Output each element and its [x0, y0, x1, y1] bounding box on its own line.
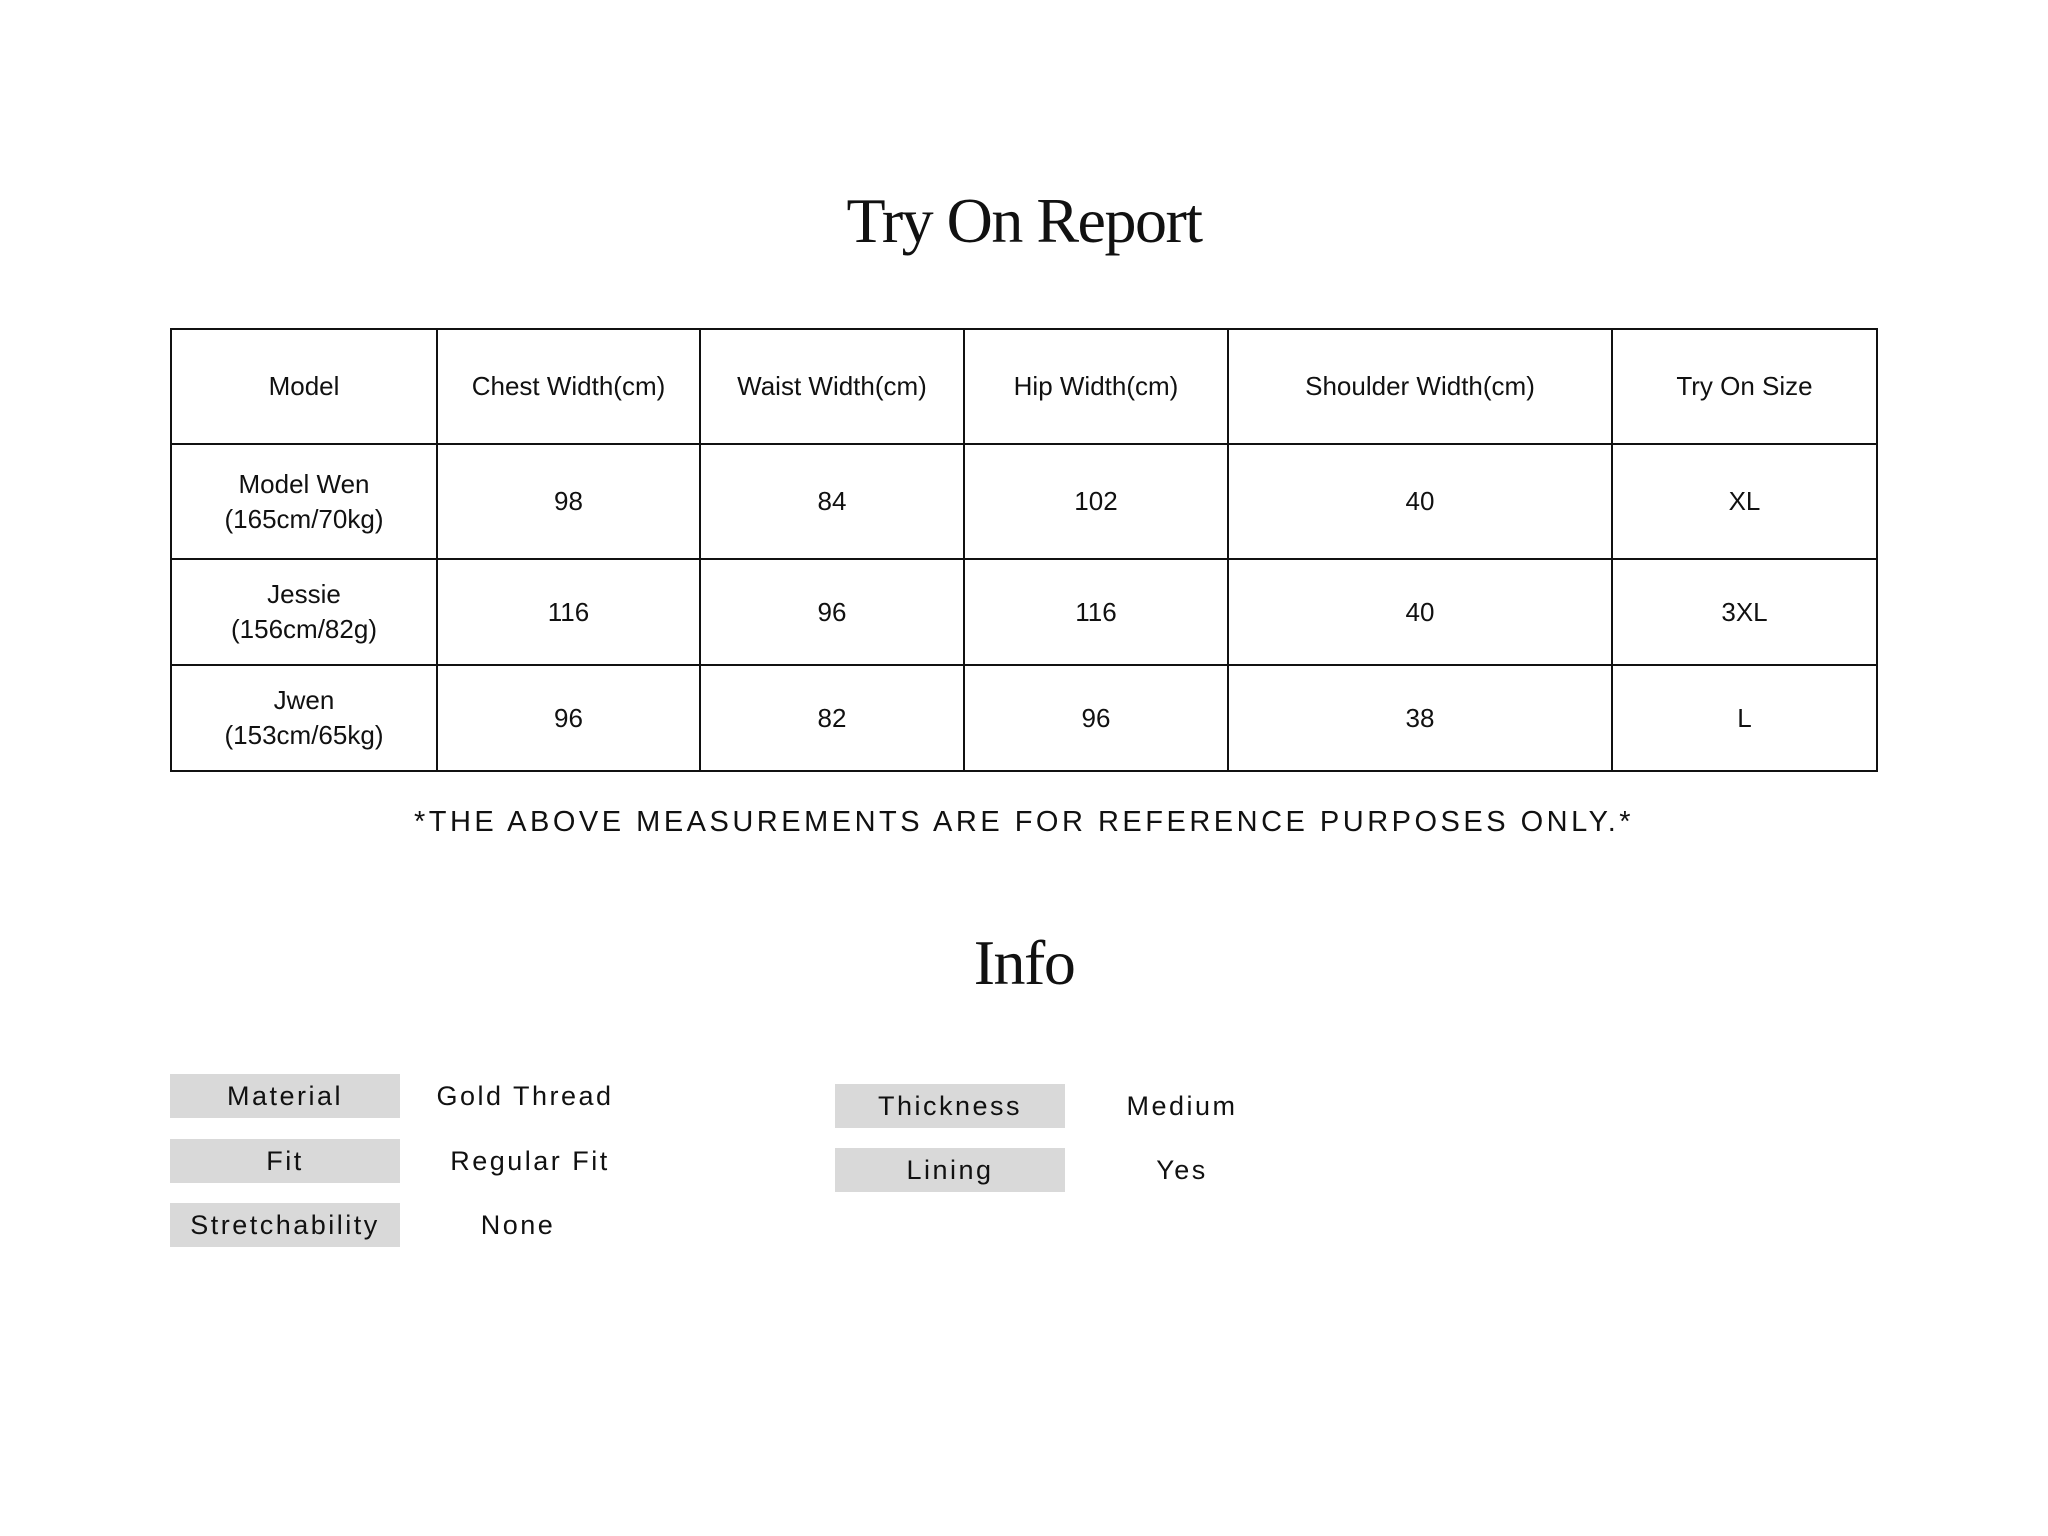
model-stats: (156cm/82g) [231, 614, 377, 644]
header-cell: Shoulder Width(cm) [1227, 328, 1613, 445]
chest-cell: 98 [436, 443, 701, 560]
header-cell: Hip Width(cm) [963, 328, 1229, 445]
size-cell: XL [1611, 443, 1878, 560]
header-cell: Model [170, 328, 438, 445]
info-label-thickness: Thickness [835, 1084, 1065, 1128]
reference-note: *THE ABOVE MEASUREMENTS ARE FOR REFERENC… [413, 806, 1635, 838]
waist-cell: 84 [699, 443, 965, 560]
info-value-material: Gold Thread [436, 1081, 614, 1111]
model-name: Model Wen [238, 468, 370, 499]
table-row: Jwen (153cm/65kg) 96 82 96 38 L [170, 664, 1878, 772]
header-cell: Waist Width(cm) [699, 328, 965, 445]
waist-cell: 96 [699, 558, 965, 666]
header-text: Shoulder Width(cm) [1305, 371, 1535, 401]
info-value-lining: Yes [1156, 1155, 1208, 1185]
model-cell: Jwen (153cm/65kg) [170, 664, 438, 772]
try-on-table: Model Chest Width(cm) Waist Width(cm) Hi… [170, 328, 1878, 772]
model-cell: Jessie (156cm/82g) [170, 558, 438, 666]
info-value-stretchability: None [480, 1210, 556, 1240]
chest-cell: 116 [436, 558, 701, 666]
info-label-material: Material [170, 1074, 400, 1118]
size-cell: 3XL [1611, 558, 1878, 666]
info-label-fit: Fit [170, 1139, 400, 1183]
shoulder-cell: 40 [1227, 443, 1613, 560]
waist-cell: 82 [699, 664, 965, 772]
model-name: Jessie [267, 579, 341, 609]
hip-cell: 96 [963, 664, 1229, 772]
header-cell: Try On Size [1611, 328, 1878, 445]
model-stats: (153cm/65kg) [224, 720, 384, 750]
shoulder-cell: 38 [1227, 664, 1613, 772]
info-label-lining: Lining [835, 1148, 1065, 1192]
page-title: Try On Report [846, 185, 1203, 256]
info-title: Info [973, 927, 1076, 998]
hip-cell: 116 [963, 558, 1229, 666]
chest-cell: 96 [436, 664, 701, 772]
info-label-stretchability: Stretchability [170, 1203, 400, 1247]
size-cell: L [1611, 664, 1878, 772]
table-row: Jessie (156cm/82g) 116 96 116 40 3XL [170, 558, 1878, 666]
table-row: Model Wen (165cm/70kg) 98 84 102 40 XL [170, 443, 1878, 560]
model-name: Jwen [273, 685, 335, 715]
info-value-thickness: Medium [1126, 1091, 1238, 1121]
shoulder-cell: 40 [1227, 558, 1613, 666]
table-header-row: Model Chest Width(cm) Waist Width(cm) Hi… [170, 328, 1878, 445]
header-cell: Chest Width(cm) [436, 328, 701, 445]
model-stats: (165cm/70kg) [224, 503, 384, 534]
info-value-fit: Regular Fit [450, 1146, 610, 1176]
model-cell: Model Wen (165cm/70kg) [170, 443, 438, 560]
hip-cell: 102 [963, 443, 1229, 560]
